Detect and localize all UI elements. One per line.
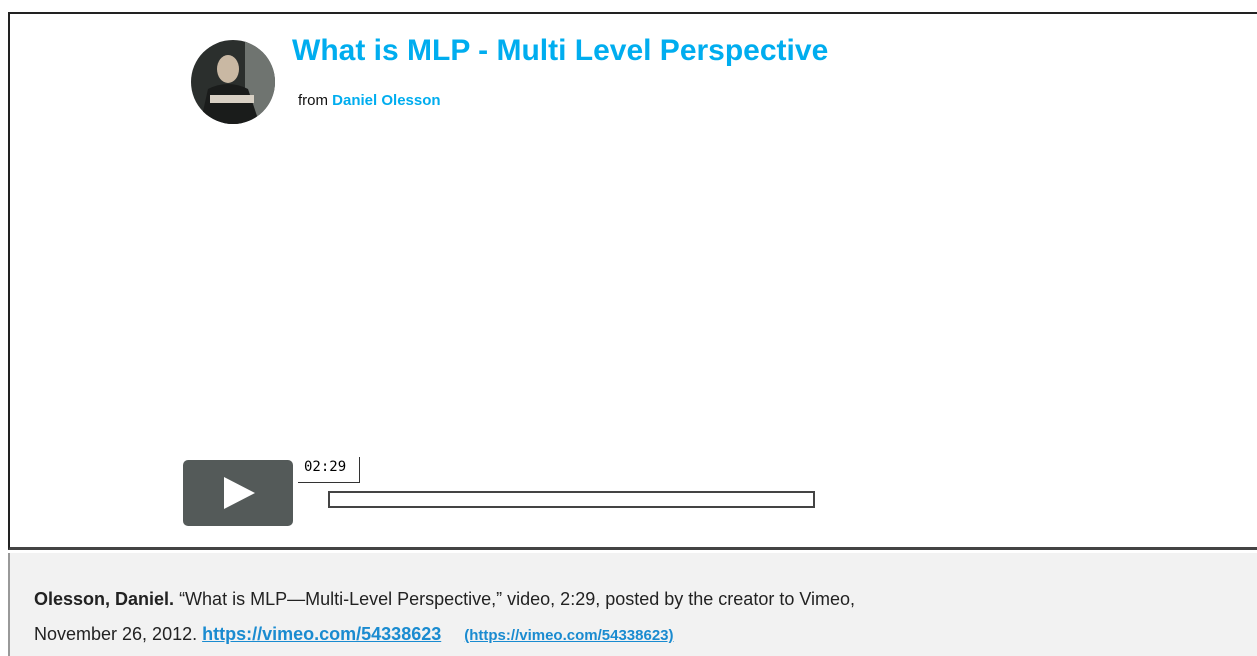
page: What is MLP - Multi Level Perspective fr… [0,0,1257,656]
video-title[interactable]: What is MLP - Multi Level Perspective [292,34,828,68]
citation: Olesson, Daniel. “What is MLP—Multi-Leve… [8,553,1257,656]
play-icon [183,460,293,526]
progress-bar[interactable] [328,491,815,508]
byline: from Daniel Olesson [298,92,441,109]
citation-date: November 26, 2012. [34,624,197,644]
citation-text: “What is MLP—Multi-Level Perspective,” v… [179,589,855,609]
citation-author: Olesson, Daniel. [34,589,174,609]
citation-link-paren[interactable]: (https://vimeo.com/54338623) [464,627,673,644]
duration: 02:29 [298,457,360,483]
citation-link[interactable]: https://vimeo.com/54338623 [202,624,441,644]
from-label: from [298,92,328,109]
author-avatar[interactable] [190,39,276,125]
play-button[interactable] [183,460,293,526]
author-link[interactable]: Daniel Olesson [332,92,440,109]
